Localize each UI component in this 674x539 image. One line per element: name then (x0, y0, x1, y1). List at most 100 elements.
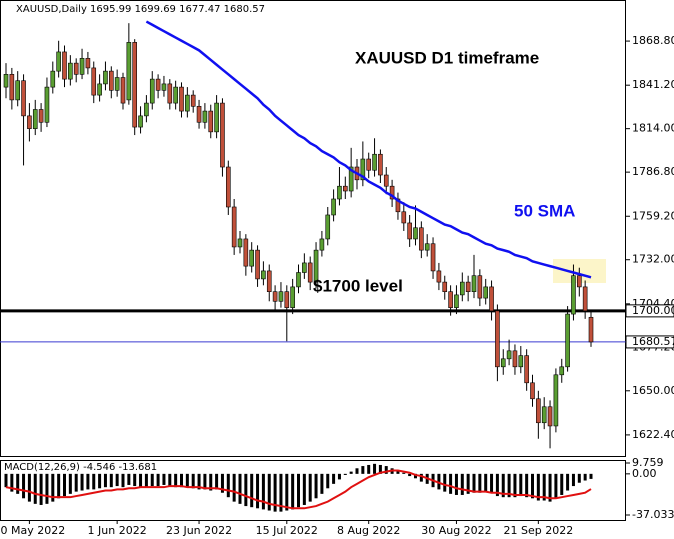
price-plot (0, 20, 626, 449)
macd-bar (244, 473, 248, 507)
macd-bar (414, 473, 417, 479)
y-tick-label: 1622.40 (632, 428, 674, 441)
macd-bar (408, 473, 412, 477)
macd-bar (490, 473, 494, 493)
candle-body (530, 382, 535, 400)
macd-bar (16, 473, 20, 494)
candle-body (109, 70, 114, 91)
macd-tick-label: -37.033 (632, 508, 674, 521)
macd-bar (554, 473, 558, 499)
candle-body (413, 227, 418, 240)
candle-body (372, 153, 377, 171)
macd-bar (261, 473, 265, 510)
x-tick-label: 8 Aug 2022 (337, 524, 400, 537)
macd-bar (162, 473, 166, 485)
level-label-box (625, 304, 674, 318)
candle-body (348, 166, 354, 192)
candle-body (483, 286, 489, 299)
macd-bar (22, 473, 26, 499)
candle-body (220, 102, 225, 168)
macd-bar (279, 473, 283, 512)
candle-body (226, 166, 231, 208)
candle-body (202, 110, 208, 123)
candle-body (261, 270, 266, 280)
candle-body (208, 110, 214, 133)
macd-bar (10, 473, 14, 492)
y-tick-label: 1732.00 (632, 253, 674, 266)
macd-bar (454, 473, 458, 495)
candle-body (73, 62, 79, 75)
x-tick-label: 15 Jul 2022 (256, 524, 318, 537)
macd-bar (180, 473, 183, 488)
x-tick-label: 21 Sep 2022 (503, 524, 573, 537)
macd-bar (501, 473, 505, 498)
macd-bar (197, 473, 201, 490)
macd-bar (577, 473, 581, 483)
candle-body (307, 262, 313, 283)
candle-body (97, 83, 102, 96)
candle-body (536, 398, 541, 424)
macd-bar (232, 473, 236, 502)
candle-body (337, 185, 342, 200)
candle-body (149, 78, 155, 104)
candle-body (465, 281, 471, 292)
candle-body (103, 70, 108, 85)
level-label-box (625, 335, 674, 349)
macd-bar (478, 473, 482, 493)
axes: 1868.80 1841.20 1814.00 1786.80 1759.20 1732.… (0, 34, 674, 537)
candle-body (173, 86, 178, 104)
chart-title: XAUUSD D1 timeframe (355, 48, 539, 67)
candle-body (278, 291, 284, 302)
macd-bar (297, 473, 300, 508)
macd-bar (115, 473, 119, 487)
candle-body (302, 262, 307, 273)
candle-body (114, 77, 120, 91)
y-tick-label: 1759.20 (632, 209, 674, 222)
candle-body (500, 358, 506, 368)
candle-body (167, 83, 173, 104)
candle-body (155, 78, 161, 91)
candle-body (138, 115, 143, 128)
candle-body (366, 158, 372, 171)
sma-line (145, 20, 592, 279)
macd-bar (548, 473, 552, 502)
candle-body (27, 115, 32, 129)
y-tick-label: 1868.80 (632, 34, 674, 47)
candle-body (237, 238, 243, 248)
candle-body (442, 281, 448, 292)
candle-body (383, 174, 389, 187)
candle-body (144, 102, 149, 117)
macd-bar (250, 473, 254, 508)
candle-body (541, 406, 547, 424)
y-tick-label: 1650.00 (632, 384, 674, 397)
macd-bar (443, 473, 447, 492)
annotation: $1700 level (313, 276, 403, 295)
candle-body (62, 51, 67, 80)
candle-body (495, 310, 500, 368)
macd-bar (121, 473, 125, 488)
candle-body (284, 291, 290, 308)
macd-bar (531, 473, 534, 499)
x-tick-label: 23 Jun 2022 (166, 524, 232, 537)
candle-body (85, 58, 91, 69)
macd-bar (57, 473, 61, 499)
macd-bar (513, 473, 517, 498)
macd-bar (256, 473, 260, 509)
macd-bar (419, 473, 423, 482)
macd-bar (238, 473, 242, 504)
candle-body (126, 42, 132, 101)
macd-bar (343, 473, 347, 475)
candle-body (424, 243, 430, 251)
candle-body (454, 294, 459, 308)
macd-bar (68, 473, 72, 494)
macd-bar (150, 473, 154, 487)
macd-bar (285, 473, 289, 511)
macd-bar (291, 473, 295, 510)
macd-bar (460, 473, 464, 495)
macd-bar (4, 473, 8, 488)
candle-body (331, 198, 336, 216)
macd-bar (127, 473, 131, 485)
y-tick-label: 1814.00 (632, 122, 674, 135)
macd-bar (378, 464, 382, 474)
macd-bar (92, 473, 96, 490)
